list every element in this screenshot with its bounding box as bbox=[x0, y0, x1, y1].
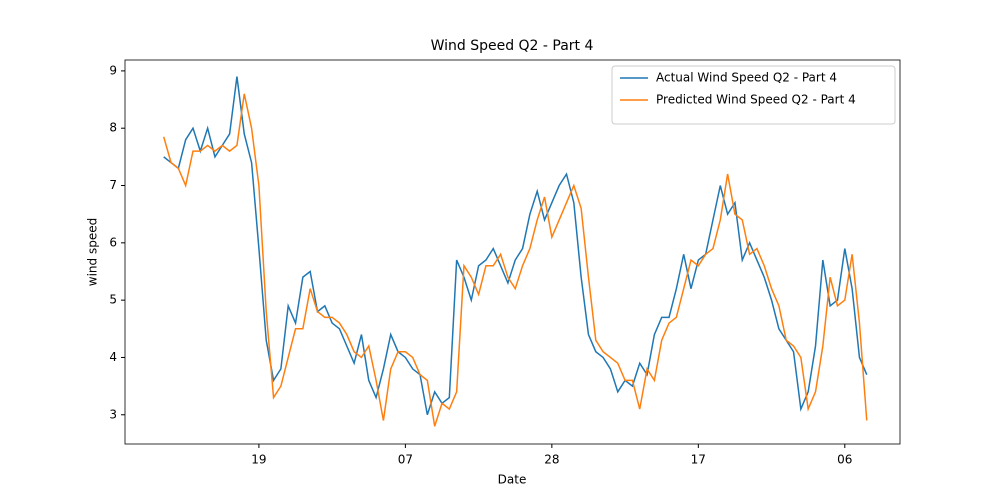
y-tick-label: 4 bbox=[109, 350, 117, 364]
y-tick-label: 6 bbox=[109, 235, 117, 249]
legend-label: Predicted Wind Speed Q2 - Part 4 bbox=[656, 93, 856, 107]
x-tick-label: 19 bbox=[251, 453, 266, 467]
legend-label: Actual Wind Speed Q2 - Part 4 bbox=[656, 71, 837, 85]
legend-box bbox=[611, 65, 896, 125]
plot-frame bbox=[124, 59, 901, 445]
x-tick-label: 17 bbox=[691, 453, 706, 467]
x-tick-label: 07 bbox=[398, 453, 413, 467]
y-tick-label: 3 bbox=[109, 407, 117, 421]
x-tick-label: 06 bbox=[837, 453, 852, 467]
x-axis-label: Date bbox=[498, 473, 527, 487]
chart-title: Wind Speed Q2 - Part 4 bbox=[431, 38, 594, 54]
y-tick-label: 5 bbox=[109, 293, 117, 307]
y-tick-label: 8 bbox=[109, 121, 117, 135]
y-tick-label: 9 bbox=[109, 63, 117, 77]
x-tick-label: 28 bbox=[544, 453, 559, 467]
y-axis-label: wind speed bbox=[86, 218, 100, 286]
data-line bbox=[162, 93, 868, 427]
data-line bbox=[163, 76, 868, 415]
y-tick-label: 7 bbox=[109, 178, 117, 192]
